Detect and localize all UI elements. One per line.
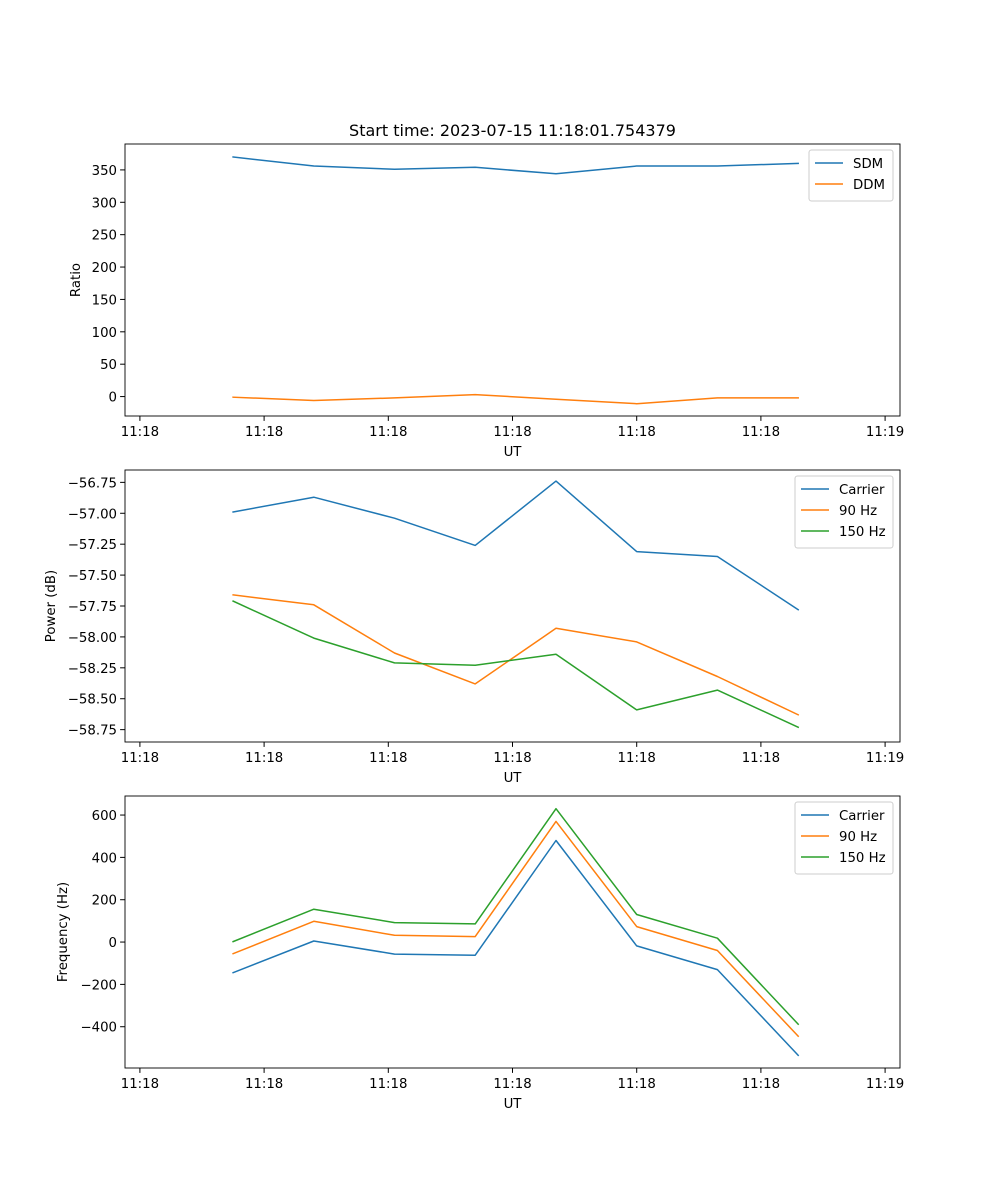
y-tick-label: 200 <box>92 894 117 909</box>
y-tick-label: 50 <box>100 358 117 373</box>
x-tick-label: 11:19 <box>866 751 904 766</box>
y-tick-label: −58.00 <box>68 631 117 646</box>
series-line-carrier <box>232 839 800 1057</box>
x-tick-label: 11:18 <box>493 425 531 440</box>
y-tick-label: −58.75 <box>68 724 117 739</box>
y-tick-label: −400 <box>80 1021 117 1036</box>
x-tick-label: 11:18 <box>742 751 780 766</box>
legend-label-carrier: Carrier <box>839 483 885 498</box>
figure-title: Start time: 2023-07-15 11:18:01.754379 <box>349 121 676 140</box>
x-tick-label: 11:18 <box>121 425 159 440</box>
series-line-ddm <box>232 393 799 405</box>
legend-box <box>794 475 894 549</box>
series-line-150-hz <box>232 600 800 729</box>
subplot-2: 11:18 11:18 11:18 11:18 11:18 11:18 11:19 −56.7… <box>44 469 904 786</box>
x-tick-label: 11:18 <box>618 1077 656 1092</box>
y-tick-label: 600 <box>92 809 117 824</box>
x-axis-label: UT <box>504 771 523 786</box>
y-tick-label: −58.50 <box>68 693 117 708</box>
x-tick-label: 11:18 <box>618 751 656 766</box>
y-tick-label: −56.75 <box>68 476 117 491</box>
y-tick-label: 300 <box>92 196 117 211</box>
y-tick-label: −57.75 <box>68 600 117 615</box>
legend-label-90-hz: 90 Hz <box>839 830 877 845</box>
series-line-sdm <box>232 156 799 175</box>
y-tick-label: −57.00 <box>68 507 117 522</box>
x-tick-label: 11:18 <box>245 751 283 766</box>
y-axis-label: Ratio <box>69 263 84 297</box>
y-tick-label: 0 <box>109 391 117 406</box>
x-tick-label: 11:18 <box>369 1077 407 1092</box>
y-tick-label: 250 <box>92 229 117 244</box>
axes-frame <box>124 795 901 1069</box>
x-tick-label: 11:18 <box>493 751 531 766</box>
legend-label-carrier: Carrier <box>839 809 885 824</box>
subplots: 11:18 11:18 11:18 11:18 11:18 11:18 11:19 0 50 10… <box>44 143 904 1112</box>
legend-label-sdm: SDM <box>853 157 883 172</box>
x-axis-label: UT <box>504 1097 523 1112</box>
series-line-90-hz <box>232 820 800 1038</box>
y-tick-label: −57.50 <box>68 569 117 584</box>
y-tick-label: 200 <box>92 261 117 276</box>
legend-label-ddm: DDM <box>853 178 885 193</box>
x-tick-label: 11:18 <box>121 1077 159 1092</box>
x-tick-label: 11:19 <box>866 1077 904 1092</box>
subplot-3: 11:18 11:18 11:18 11:18 11:18 11:18 11:19 −400 −… <box>56 795 904 1112</box>
subplot-1: 11:18 11:18 11:18 11:18 11:18 11:18 11:19 0 50 10… <box>69 143 904 460</box>
axes-frame <box>124 469 901 743</box>
x-tick-label: 11:19 <box>866 425 904 440</box>
x-tick-label: 11:18 <box>121 751 159 766</box>
y-tick-label: −57.25 <box>68 538 117 553</box>
y-tick-label: 400 <box>92 851 117 866</box>
y-tick-label: 150 <box>92 293 117 308</box>
legend: Carrier 90 Hz 150 Hz <box>794 475 894 549</box>
y-tick-label: 0 <box>109 936 117 951</box>
legend-label-150-hz: 150 Hz <box>839 851 886 866</box>
y-tick-label: 350 <box>92 164 117 179</box>
y-axis-label: Frequency (Hz) <box>56 882 71 982</box>
x-tick-label: 11:18 <box>369 751 407 766</box>
legend: Carrier 90 Hz 150 Hz <box>794 801 894 875</box>
x-tick-label: 11:18 <box>245 425 283 440</box>
x-tick-label: 11:18 <box>742 1077 780 1092</box>
y-axis-label: Power (dB) <box>44 570 59 642</box>
series-line-carrier <box>232 480 800 611</box>
y-tick-label: −58.25 <box>68 662 117 677</box>
legend-label-150-hz: 150 Hz <box>839 525 886 540</box>
legend-box <box>794 801 894 875</box>
x-tick-label: 11:18 <box>369 425 407 440</box>
axes-frame <box>124 143 901 417</box>
series-line-150-hz <box>232 807 800 1026</box>
x-tick-label: 11:18 <box>493 1077 531 1092</box>
x-tick-label: 11:18 <box>742 425 780 440</box>
x-axis-label: UT <box>504 445 523 460</box>
y-tick-label: 100 <box>92 326 117 341</box>
legend: SDM DDM <box>808 149 894 202</box>
x-tick-label: 11:18 <box>618 425 656 440</box>
series-line-90-hz <box>232 594 800 716</box>
x-tick-label: 11:18 <box>245 1077 283 1092</box>
legend-label-90-hz: 90 Hz <box>839 504 877 519</box>
y-tick-label: −200 <box>80 978 117 993</box>
